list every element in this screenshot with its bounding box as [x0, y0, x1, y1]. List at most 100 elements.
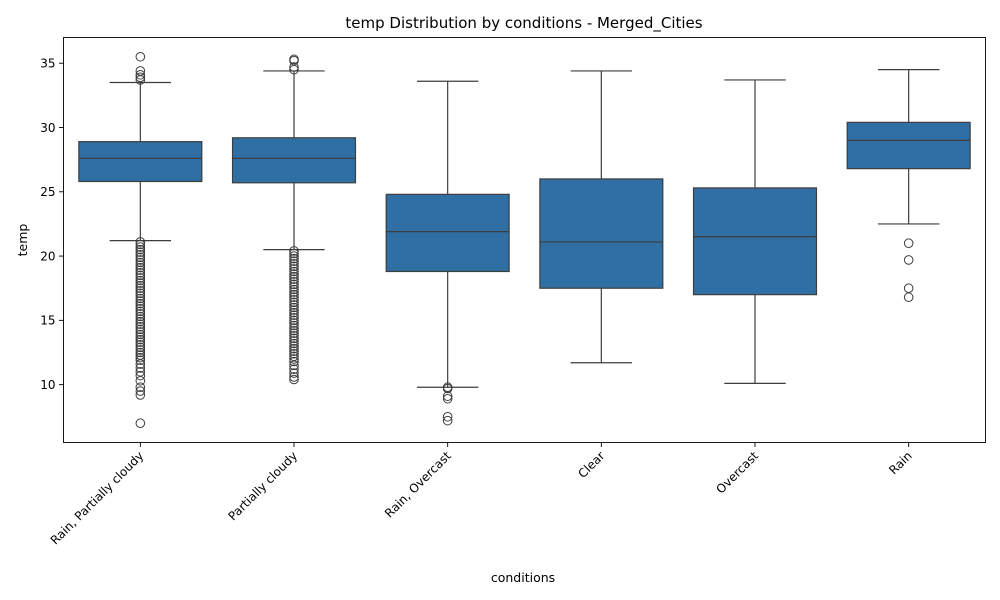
outlier-point	[135, 249, 146, 260]
outlier-point	[289, 318, 299, 328]
y-tick-label: 25	[40, 185, 55, 199]
outlier-point	[289, 266, 299, 277]
outlier-point	[135, 296, 146, 306]
outlier-point	[135, 316, 146, 327]
outlier-point	[289, 294, 299, 305]
box-group	[846, 69, 971, 303]
outlier-point	[289, 289, 299, 300]
outlier-point	[289, 310, 299, 321]
outlier-point	[289, 346, 299, 357]
outlier-point	[289, 312, 299, 323]
outlier-point	[289, 315, 299, 326]
outlier-point	[135, 255, 146, 265]
outlier-point	[135, 339, 146, 350]
outlier-point	[442, 383, 453, 394]
outlier-point	[135, 418, 146, 429]
outlier-point	[289, 336, 299, 346]
y-tick-label: 10	[40, 378, 55, 392]
outlier-point	[289, 282, 299, 292]
outlier-point	[289, 269, 299, 279]
box-group	[692, 79, 818, 384]
outlier-point	[442, 393, 453, 404]
outlier-point	[135, 334, 146, 345]
outlier-point	[289, 323, 299, 333]
outlier-point	[135, 257, 146, 268]
outlier-point	[135, 324, 146, 335]
outlier-point	[135, 329, 146, 340]
outlier-point	[135, 278, 146, 288]
outlier-point	[289, 297, 299, 308]
outlier-point	[135, 265, 146, 276]
outlier-point	[135, 51, 146, 62]
outlier-point	[289, 258, 299, 269]
outlier-point	[289, 284, 299, 295]
outlier-point	[135, 252, 146, 263]
outlier-point	[289, 333, 299, 344]
outlier-point	[135, 375, 146, 386]
outlier-point	[289, 62, 299, 72]
outlier-point	[442, 415, 453, 426]
outlier-point	[135, 247, 146, 258]
outlier-point	[135, 352, 146, 363]
outlier-point	[135, 239, 146, 250]
outlier-point	[289, 292, 299, 303]
outlier-point	[289, 354, 299, 364]
x-tick-label: Partially cloudy	[225, 449, 300, 524]
outlier-point	[135, 345, 146, 355]
outlier-point	[289, 279, 299, 290]
outlier-point	[289, 343, 299, 354]
outlier-point	[135, 314, 146, 324]
outlier-point	[135, 237, 146, 247]
y-axis: 10 15 20 25 30 35	[40, 57, 64, 392]
outlier-point	[135, 327, 146, 337]
outlier-point	[289, 264, 299, 274]
outlier-point	[135, 72, 146, 83]
outlier-point	[135, 347, 146, 358]
outlier-point	[135, 359, 146, 369]
box-group	[231, 54, 357, 385]
outlier-point	[135, 370, 146, 381]
x-tick-label: Overcast	[713, 449, 761, 497]
outlier-point	[135, 262, 146, 273]
outlier-point	[135, 301, 146, 312]
outlier-point	[135, 273, 146, 283]
y-tick-label: 20	[40, 249, 55, 263]
outlier-point	[289, 368, 299, 378]
outlier-point	[442, 391, 453, 402]
outlier-point	[289, 302, 299, 313]
box-group	[539, 70, 664, 364]
box-iqr	[231, 137, 357, 184]
x-axis: Rain, Partially cloudy Partially cloudy Ra…	[48, 442, 915, 547]
outlier-point	[289, 325, 299, 336]
plot-frame	[63, 37, 986, 443]
outlier-point	[135, 242, 146, 252]
outlier-point	[135, 319, 146, 330]
x-axis-label: conditions	[491, 570, 555, 585]
outlier-point	[289, 320, 299, 331]
outlier-point	[135, 382, 146, 393]
y-axis-label: temp	[15, 224, 30, 257]
outlier-point	[135, 75, 146, 85]
outlier-point	[135, 244, 146, 255]
outlier-point	[135, 355, 146, 366]
box-iqr	[846, 121, 971, 170]
outlier-point	[135, 309, 146, 319]
box-group	[78, 51, 203, 429]
outlier-point	[135, 390, 146, 400]
outlier-point	[135, 270, 146, 281]
outlier-point	[289, 364, 299, 375]
outlier-point	[135, 363, 146, 373]
box-iqr	[385, 193, 510, 273]
outlier-point	[135, 267, 146, 278]
outlier-point	[289, 251, 299, 261]
outlier-point	[289, 341, 299, 351]
outlier-point	[289, 253, 299, 264]
outlier-point	[289, 305, 299, 315]
outlier-point	[135, 260, 146, 270]
outlier-point	[289, 307, 299, 318]
outlier-point	[289, 348, 299, 359]
outlier-point	[289, 256, 299, 267]
outlier-point	[289, 330, 299, 341]
outlier-point	[289, 300, 299, 310]
